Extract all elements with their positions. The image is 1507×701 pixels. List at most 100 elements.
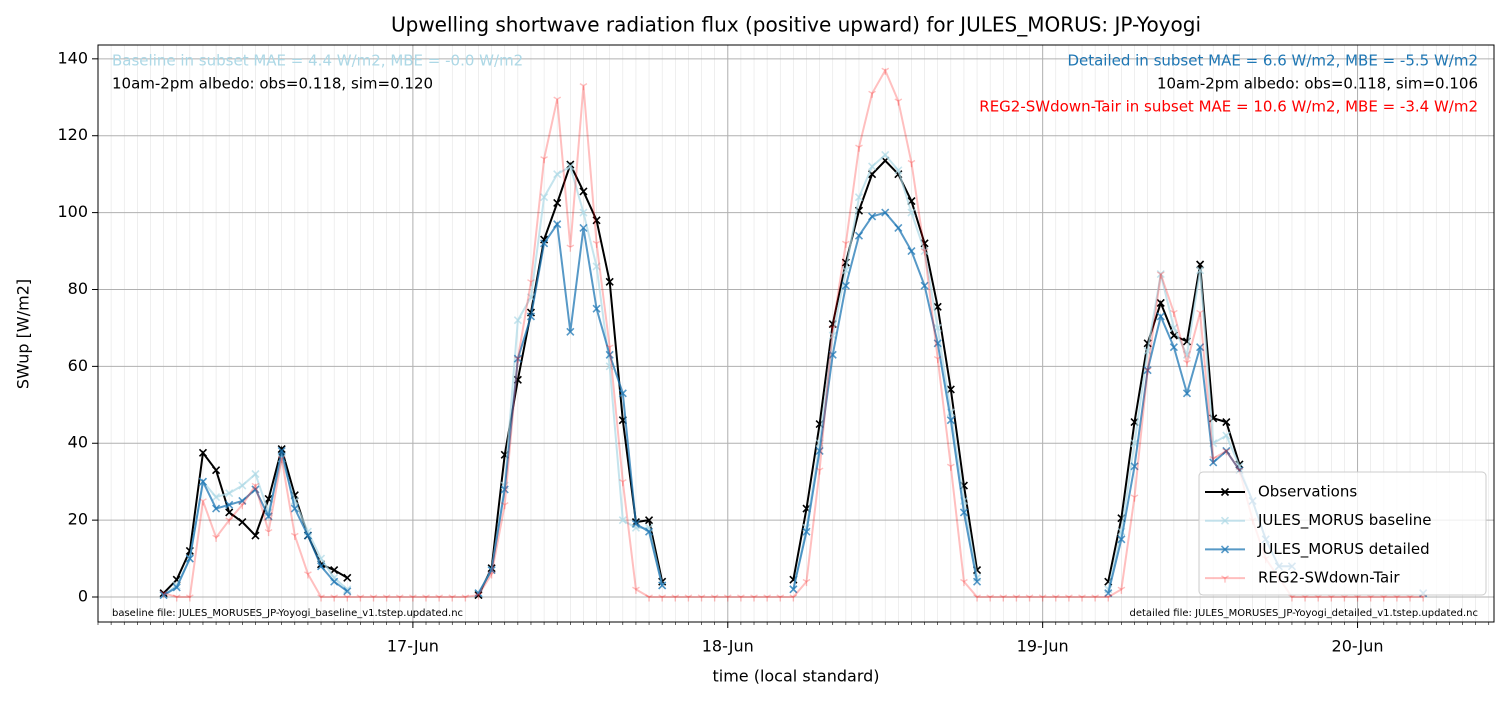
marker-stroke — [1051, 594, 1060, 602]
marker — [566, 327, 575, 336]
marker — [999, 594, 1008, 602]
marker-stroke — [579, 223, 588, 233]
marker-stroke — [238, 496, 247, 505]
marker-stroke — [854, 231, 864, 240]
marker — [1222, 431, 1231, 440]
marker-stroke — [198, 448, 208, 457]
marker — [225, 517, 234, 525]
marker — [238, 502, 247, 510]
marker-stroke — [526, 293, 536, 302]
marker — [316, 562, 326, 571]
marker — [618, 516, 627, 525]
marker — [618, 389, 627, 398]
marker — [474, 592, 483, 600]
marker-stroke — [212, 534, 220, 542]
marker-stroke — [474, 592, 483, 600]
marker-stroke — [592, 304, 601, 313]
marker-stroke — [1209, 458, 1218, 467]
marker-stroke — [868, 170, 877, 179]
marker — [277, 446, 286, 456]
marker — [422, 594, 430, 602]
marker — [251, 485, 260, 494]
marker — [566, 162, 575, 171]
marker-stroke — [1143, 367, 1152, 375]
marker — [1196, 309, 1204, 318]
marker — [802, 578, 811, 587]
marker — [920, 281, 929, 290]
marker-stroke — [933, 355, 942, 364]
marker — [172, 583, 181, 592]
marker — [579, 223, 588, 233]
marker-stroke — [933, 323, 942, 332]
x-tick-label: 17-Jun — [387, 637, 439, 656]
marker — [972, 577, 982, 586]
marker — [1209, 455, 1218, 464]
marker — [369, 594, 378, 602]
marker — [933, 323, 942, 332]
marker-stroke — [1220, 545, 1230, 554]
marker-stroke — [828, 325, 837, 333]
marker-stroke — [330, 566, 339, 575]
marker — [618, 478, 627, 487]
marker-stroke — [1222, 431, 1231, 440]
marker — [1130, 418, 1139, 427]
marker-stroke — [973, 594, 981, 602]
marker-stroke — [277, 444, 286, 454]
marker-stroke — [540, 239, 549, 248]
marker — [461, 594, 470, 602]
marker-stroke — [868, 162, 877, 171]
marker-stroke — [225, 517, 234, 525]
marker-stroke — [172, 583, 181, 592]
marker-stroke — [789, 585, 798, 594]
marker-stroke — [841, 240, 850, 248]
marker-stroke — [1156, 270, 1165, 279]
marker — [553, 220, 562, 229]
marker-stroke — [264, 512, 273, 521]
marker — [290, 504, 299, 513]
marker — [1220, 545, 1230, 554]
marker-stroke — [251, 482, 260, 491]
marker — [1183, 359, 1191, 368]
marker-stroke — [881, 150, 890, 160]
marker — [1220, 516, 1230, 525]
marker-stroke — [540, 193, 549, 202]
marker-stroke — [343, 587, 352, 596]
marker — [894, 98, 903, 106]
marker — [1182, 350, 1192, 359]
marker-stroke — [159, 589, 168, 598]
marker — [448, 594, 457, 602]
marker-stroke — [566, 160, 575, 169]
marker — [1156, 312, 1165, 321]
marker-stroke — [356, 594, 365, 602]
marker — [540, 156, 548, 164]
marker — [828, 331, 837, 340]
marker-stroke — [172, 594, 181, 602]
annotation: REG2-SWdown-Tair in subset MAE = 10.6 W/… — [979, 98, 1478, 116]
marker-stroke — [946, 385, 955, 394]
marker — [1221, 575, 1229, 583]
marker-stroke — [632, 586, 640, 594]
marker — [1130, 462, 1139, 471]
marker — [1038, 594, 1047, 602]
marker — [395, 594, 404, 602]
marker-stroke — [763, 594, 771, 602]
annotation: 10am-2pm albedo: obs=0.118, sim=0.106 — [1157, 75, 1478, 93]
marker-stroke — [1196, 343, 1205, 352]
marker-stroke — [1091, 594, 1100, 602]
marker-stroke — [658, 581, 667, 590]
marker — [1222, 446, 1231, 456]
marker-stroke — [684, 594, 693, 602]
marker — [225, 508, 234, 517]
marker — [199, 498, 207, 506]
marker — [946, 463, 955, 471]
marker-stroke — [920, 246, 929, 256]
marker-stroke — [395, 594, 404, 602]
marker — [907, 208, 916, 217]
marker — [854, 231, 864, 240]
marker — [1051, 594, 1060, 602]
marker-stroke — [618, 516, 627, 525]
marker — [487, 566, 496, 575]
marker — [789, 594, 798, 602]
marker-stroke — [513, 355, 522, 364]
marker — [500, 485, 509, 494]
